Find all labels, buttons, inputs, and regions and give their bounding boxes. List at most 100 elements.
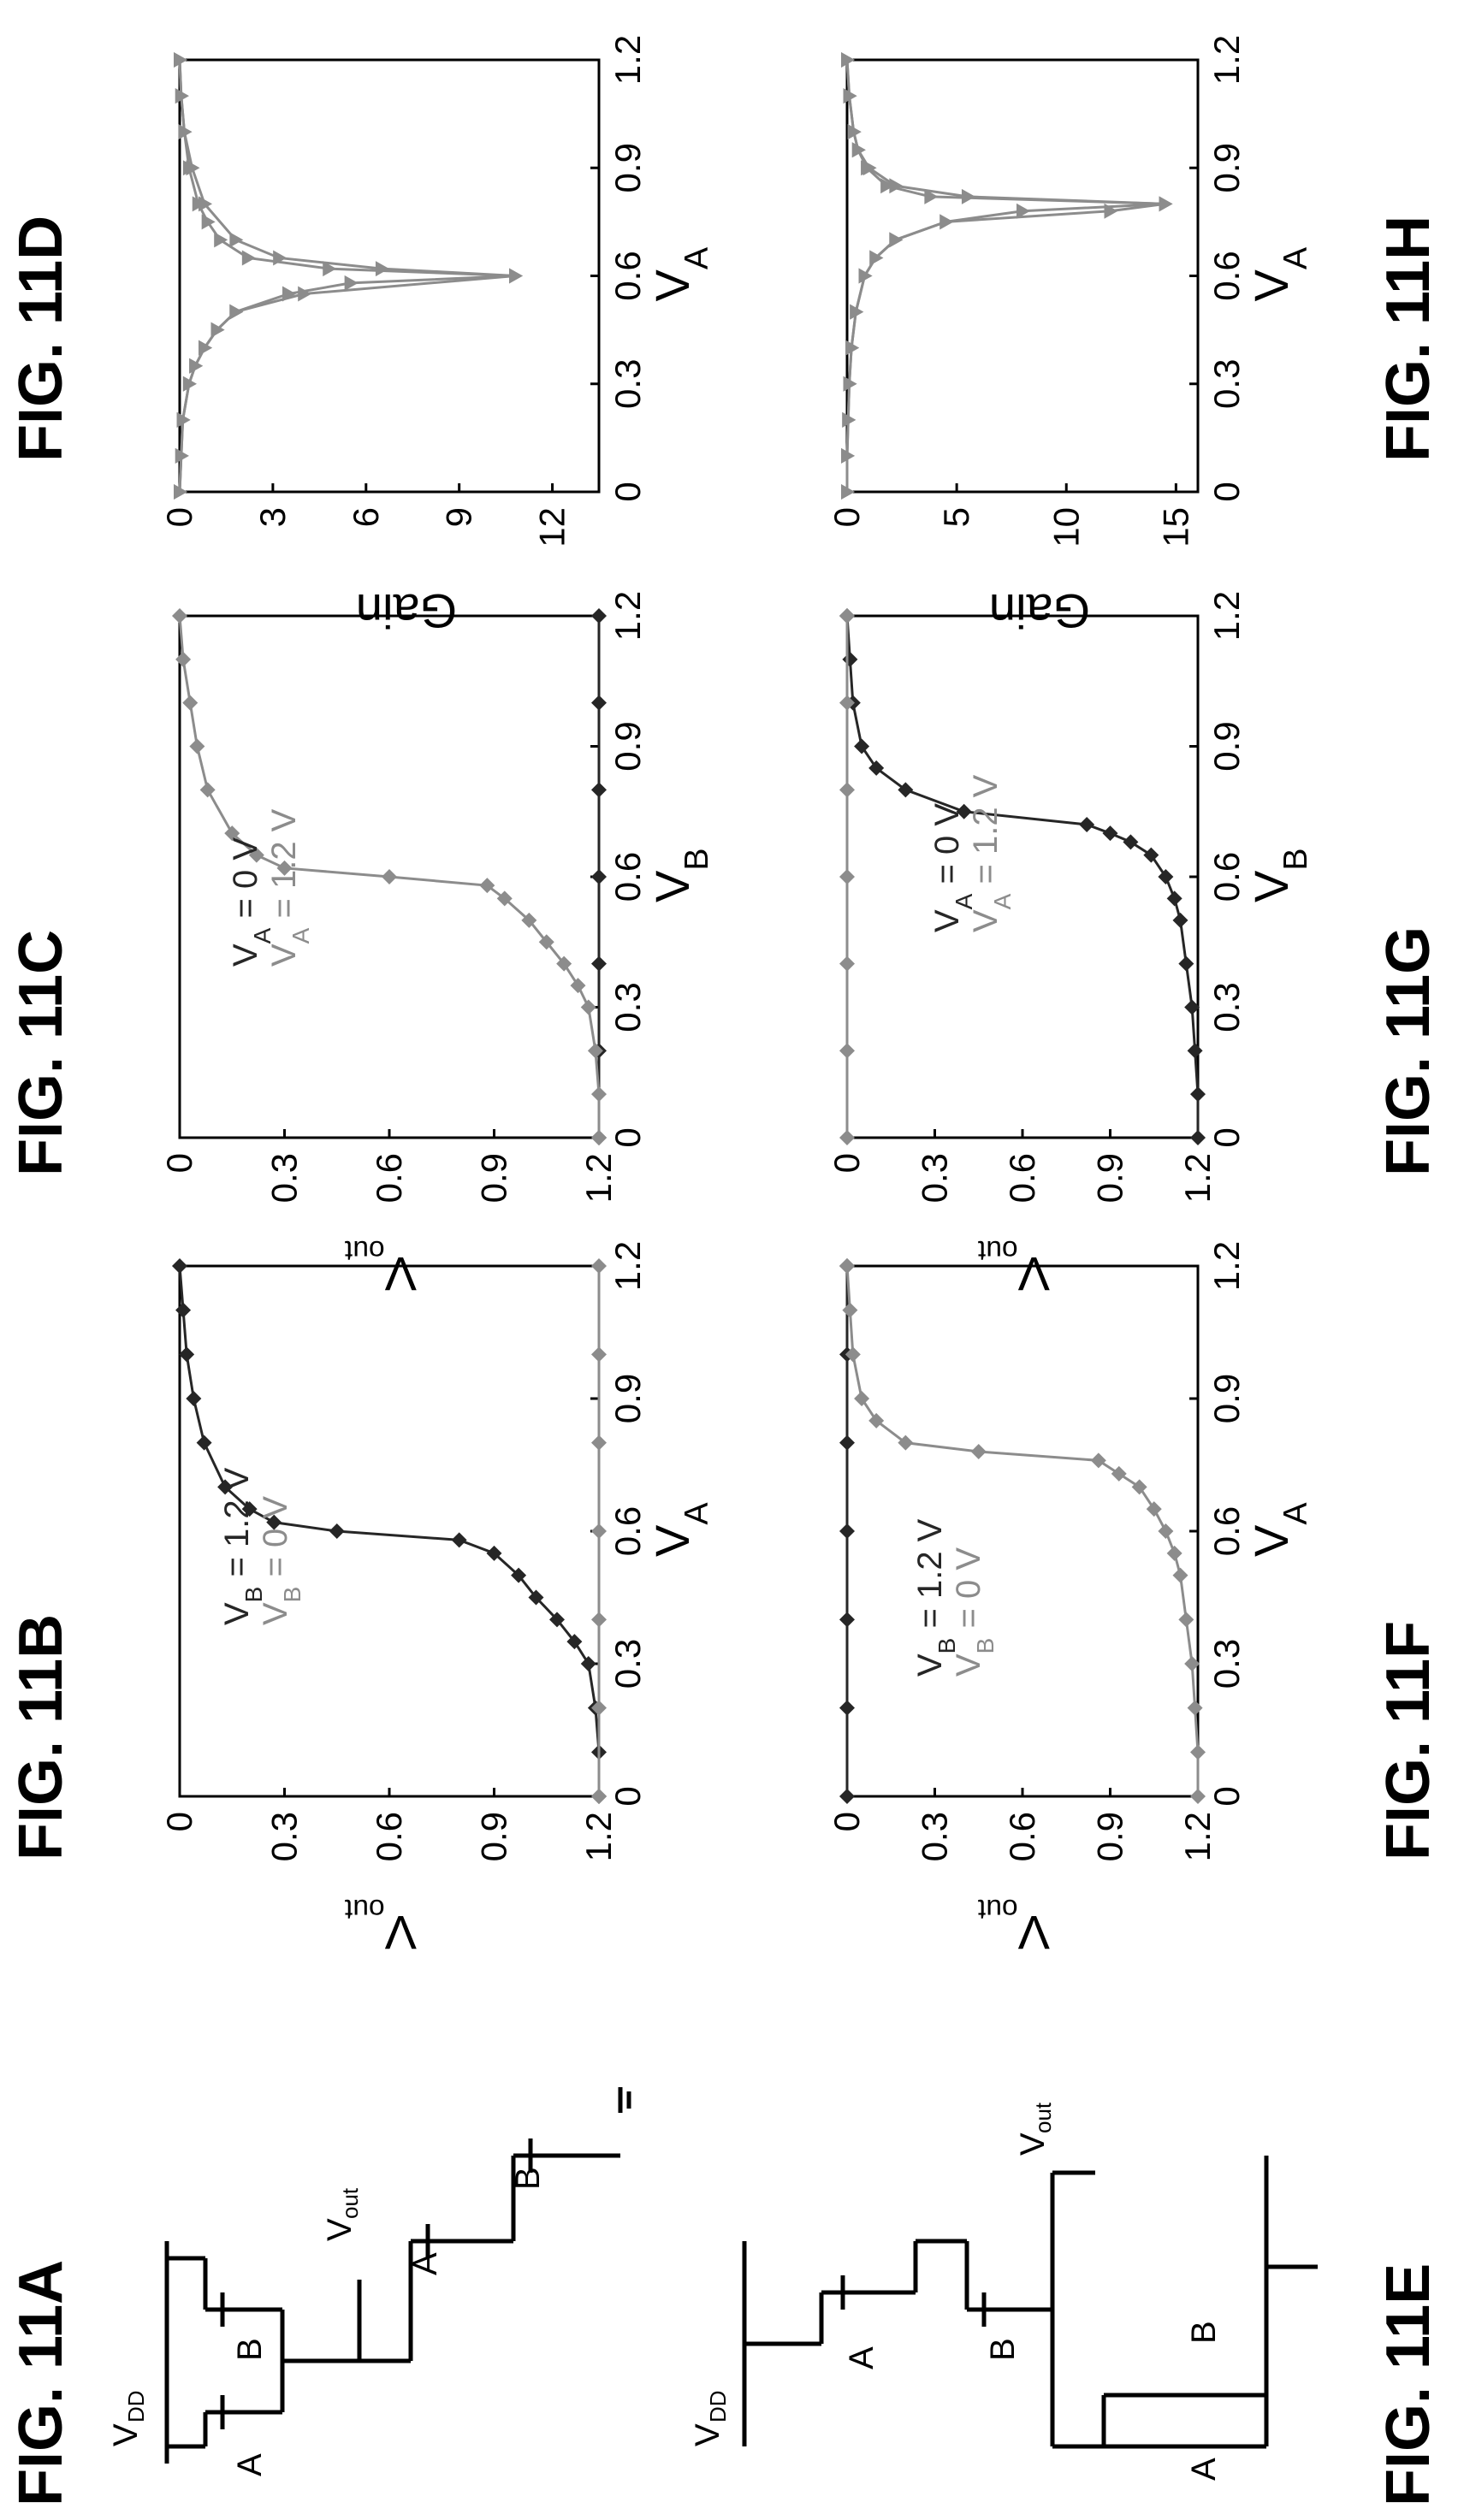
data-point bbox=[839, 1258, 855, 1274]
legend-entry-11f-1: VB = 0 V bbox=[950, 1547, 999, 1677]
chart-11b: 00.30.60.91.200.30.60.91.2VAVoutVB = 1.2… bbox=[159, 1241, 715, 1960]
data-point bbox=[591, 1086, 607, 1102]
y-axis-label-11h: Gain bbox=[989, 584, 1090, 638]
x-tick-label: 0.6 bbox=[1206, 852, 1247, 902]
data-point bbox=[1190, 1086, 1206, 1102]
fig-title-11b: FIG. 11B bbox=[7, 1614, 75, 1860]
y-tick-label: 0 bbox=[827, 507, 867, 527]
data-point bbox=[859, 269, 873, 284]
data-point bbox=[1167, 890, 1182, 906]
data-point bbox=[591, 869, 607, 884]
y-tick-label: 1.2 bbox=[1177, 1153, 1218, 1203]
y-tick-label: 0 bbox=[827, 1153, 867, 1173]
x-tick-label: 0 bbox=[608, 482, 648, 501]
fig-title-11h: FIG. 11H bbox=[1374, 216, 1443, 462]
data-point bbox=[939, 214, 953, 229]
data-point bbox=[229, 232, 243, 247]
y-tick-label: 0.9 bbox=[474, 1812, 514, 1861]
x-axis-label-11c: VB bbox=[645, 849, 715, 903]
data-point bbox=[282, 287, 296, 302]
y-tick-label: 0.3 bbox=[264, 1153, 305, 1203]
x-tick-label: 0.6 bbox=[608, 852, 648, 902]
y-tick-label: 0.6 bbox=[1002, 1812, 1042, 1861]
y-axis-label-11d: Gain bbox=[356, 584, 457, 638]
data-point bbox=[839, 782, 855, 797]
data-point bbox=[509, 269, 523, 284]
series-line-11d-1 bbox=[180, 60, 515, 492]
x-tick-label: 0.9 bbox=[608, 143, 648, 192]
data-point bbox=[591, 1612, 607, 1627]
circuit-11e-vout-sub: out bbox=[1030, 2102, 1056, 2133]
data-point bbox=[175, 1303, 191, 1318]
x-axis-label-11b: VA bbox=[645, 1502, 715, 1557]
circuit-11a-b-nmos: B bbox=[509, 2167, 547, 2190]
data-point bbox=[382, 869, 397, 884]
chart-11c: 00.30.60.91.200.30.60.91.2VBVoutVA = 0 V… bbox=[159, 591, 715, 1301]
x-tick-label: 1.2 bbox=[608, 35, 648, 85]
y-axis-label-11f: Vout bbox=[977, 1894, 1050, 1961]
data-point bbox=[1178, 956, 1194, 972]
plot-frame-11d bbox=[180, 60, 599, 492]
data-point bbox=[298, 287, 311, 302]
x-tick-label: 0.3 bbox=[1206, 982, 1247, 1032]
data-point bbox=[591, 1130, 607, 1145]
data-point bbox=[172, 1258, 187, 1274]
legend-entry-11b-1: VB = 0 V bbox=[257, 1496, 305, 1625]
y-tick-label: 0 bbox=[159, 1812, 199, 1831]
data-point bbox=[889, 232, 903, 247]
data-point bbox=[199, 340, 212, 356]
x-tick-label: 1.2 bbox=[1206, 35, 1247, 85]
data-point bbox=[452, 1532, 467, 1547]
x-tick-label: 0.3 bbox=[608, 982, 648, 1032]
fig-title-11e: FIG. 11E bbox=[1374, 2263, 1443, 2506]
data-point bbox=[839, 1612, 855, 1627]
circuit-11e-a-nmos: A bbox=[1185, 2458, 1223, 2481]
data-point bbox=[971, 1444, 987, 1459]
y-tick-label: 0.9 bbox=[474, 1153, 514, 1203]
y-tick-label: 0 bbox=[159, 507, 199, 527]
x-tick-label: 0.6 bbox=[1206, 251, 1247, 300]
data-point bbox=[839, 1701, 855, 1716]
circuit-11e-vdd: V bbox=[689, 2423, 726, 2446]
series-line-11f-1 bbox=[847, 1266, 1198, 1796]
data-point bbox=[202, 214, 216, 229]
y-tick-label: 12 bbox=[532, 507, 572, 547]
x-axis-label-11h: VA bbox=[1244, 246, 1314, 301]
data-point bbox=[839, 1043, 855, 1058]
data-point bbox=[962, 189, 975, 204]
circuit-11e-b-pmos: B bbox=[984, 2338, 1022, 2361]
circuit-11a-vout-sub: out bbox=[337, 2187, 363, 2219]
circuit-11a-vdd: V bbox=[107, 2423, 145, 2446]
y-tick-label: 0.6 bbox=[369, 1812, 409, 1861]
y-tick-label: 0 bbox=[159, 1153, 199, 1173]
y-axis-label-11b: Vout bbox=[344, 1894, 417, 1961]
x-tick-label: 1.2 bbox=[608, 591, 648, 641]
x-tick-label: 0.6 bbox=[1206, 1506, 1247, 1556]
y-tick-label: 5 bbox=[936, 507, 976, 527]
y-tick-label: 1.2 bbox=[578, 1812, 619, 1861]
data-point bbox=[571, 978, 586, 993]
data-point bbox=[179, 1346, 194, 1362]
circuit-11a-a-pmos: A bbox=[231, 2453, 269, 2476]
chart-11f: 00.30.60.91.200.30.60.91.2VAVoutVB = 1.2… bbox=[827, 1241, 1314, 1960]
y-tick-label: 9 bbox=[439, 507, 479, 527]
data-point bbox=[854, 739, 869, 754]
plot-frame-11f bbox=[847, 1266, 1198, 1796]
data-point bbox=[889, 178, 903, 193]
data-point bbox=[1178, 1612, 1194, 1627]
x-tick-label: 0.9 bbox=[608, 1374, 648, 1423]
x-tick-label: 0.9 bbox=[1206, 1374, 1247, 1423]
data-point bbox=[839, 869, 855, 884]
x-tick-label: 0.6 bbox=[608, 251, 648, 300]
circuit-11a bbox=[167, 2087, 629, 2464]
data-point bbox=[1167, 1546, 1182, 1561]
y-axis-label-11g: Vout bbox=[977, 1235, 1050, 1302]
y-tick-label: 0.9 bbox=[1090, 1153, 1130, 1203]
circuit-11a-b-pmos: B bbox=[231, 2338, 269, 2361]
data-point bbox=[229, 305, 243, 320]
data-point bbox=[591, 1435, 607, 1451]
data-point bbox=[591, 1523, 607, 1539]
data-point bbox=[329, 1523, 345, 1539]
data-point bbox=[1188, 1043, 1203, 1058]
x-tick-label: 0.3 bbox=[1206, 1639, 1247, 1689]
